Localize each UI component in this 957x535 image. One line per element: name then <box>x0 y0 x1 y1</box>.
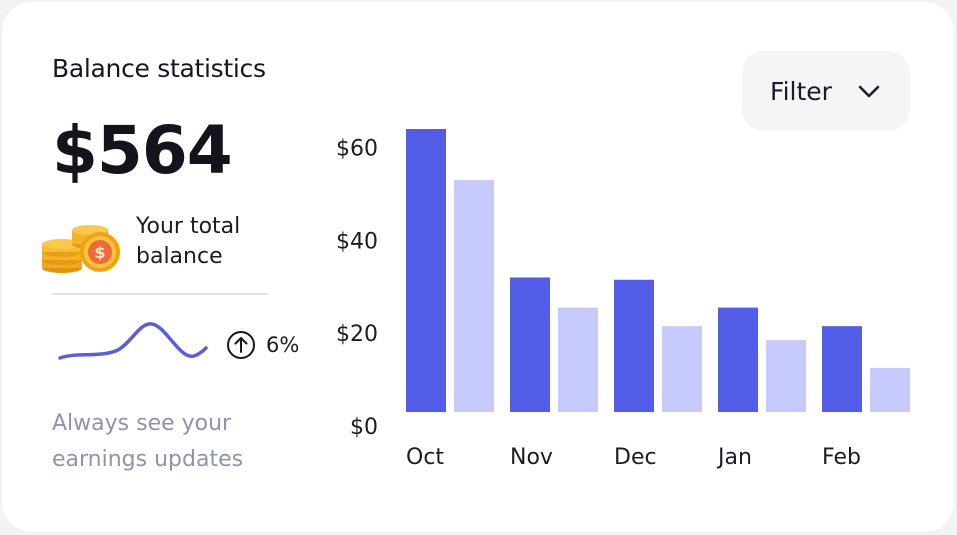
bar-nov-1 <box>510 277 550 412</box>
balance-bar-chart: $0 $20 $40 $60 Oct Nov Dec Jan Feb <box>336 129 910 470</box>
balance-sparkline <box>58 322 208 360</box>
bar-dec-2 <box>662 326 702 412</box>
earnings-caption: Always see your earnings updates <box>52 411 244 472</box>
filter-button[interactable]: Filter <box>742 51 910 131</box>
coins-dollar-icon: $ <box>42 225 120 273</box>
y-tick-label: $20 <box>336 322 378 347</box>
x-tick-label: Feb <box>822 445 861 470</box>
total-balance-amount: $564 <box>52 112 233 189</box>
bar-feb-1 <box>822 326 862 412</box>
y-tick-label: $40 <box>336 229 378 254</box>
y-tick-label: $60 <box>336 137 378 162</box>
total-balance-label: Your total balance <box>136 214 241 269</box>
x-tick-label: Oct <box>406 445 444 470</box>
trend-percent: 6% <box>266 333 300 357</box>
x-tick-label: Jan <box>716 445 752 470</box>
bar-dec-1 <box>614 279 654 412</box>
svg-text:$: $ <box>94 243 105 262</box>
card-title: Balance statistics <box>52 54 266 83</box>
trend-indicator: 6% <box>226 330 299 360</box>
bar-oct-2 <box>454 180 494 412</box>
y-tick-label: $0 <box>350 415 378 440</box>
divider <box>52 293 268 295</box>
arrow-up-circle-icon <box>227 331 255 359</box>
bar-nov-2 <box>558 307 598 412</box>
filter-label: Filter <box>770 76 832 106</box>
bar-jan-2 <box>766 340 806 412</box>
bar-jan-1 <box>718 307 758 412</box>
x-tick-label: Nov <box>510 445 553 470</box>
chevron-down-icon <box>858 85 880 98</box>
x-tick-label: Dec <box>614 445 657 470</box>
bar-oct-1 <box>406 129 446 412</box>
bar-feb-2 <box>870 367 910 412</box>
